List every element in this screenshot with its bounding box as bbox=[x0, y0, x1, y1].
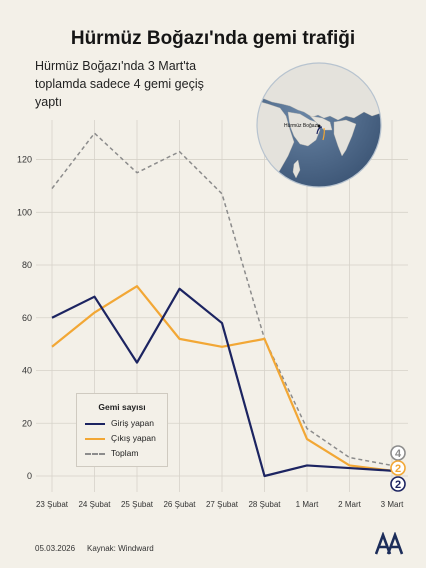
land-europe-asia bbox=[257, 63, 381, 121]
x-axis: 23 Şubat 24 Şubat 25 Şubat 26 Şubat 27 Şubat… bbox=[36, 500, 404, 509]
end-label: 4 bbox=[395, 448, 402, 460]
x-tick-label: 28 Şubat bbox=[248, 500, 281, 509]
strait-arrow-in bbox=[316, 126, 323, 135]
end-labels: 4 2 2 bbox=[390, 445, 406, 492]
map-label: Hürmüz Boğazı bbox=[284, 123, 318, 129]
legend-label-exiting: Çıkış yapan bbox=[111, 433, 156, 443]
legend-swatch-total bbox=[85, 453, 105, 455]
land-india bbox=[333, 119, 357, 157]
series-line-2 bbox=[51, 132, 393, 467]
y-tick-label: 40 bbox=[22, 366, 32, 376]
aa-logo bbox=[375, 532, 404, 555]
x-tick-label: 25 Şubat bbox=[121, 500, 154, 509]
legend-item-entering: Giriş yapan bbox=[85, 418, 167, 430]
end-label-circle bbox=[390, 445, 406, 461]
legend-item-total: Toplam bbox=[85, 448, 167, 460]
strait-arrow-out bbox=[322, 127, 325, 141]
legend-item-exiting: Çıkış yapan bbox=[85, 433, 167, 445]
x-tick-label: 2 Mart bbox=[338, 500, 361, 509]
legend-label-total: Toplam bbox=[111, 448, 139, 458]
x-tick-label: 27 Şubat bbox=[206, 500, 239, 509]
end-label: 2 bbox=[395, 479, 401, 491]
x-tick-label: 24 Şubat bbox=[78, 500, 111, 509]
legend-title: Gemi sayısı bbox=[98, 402, 146, 412]
footer-source: Kaynak: Windward bbox=[87, 544, 154, 553]
y-axis: 0 20 40 60 80 100 120 bbox=[17, 155, 32, 481]
y-tick-label: 60 bbox=[22, 313, 32, 323]
x-tick-label: 3 Mart bbox=[381, 500, 404, 509]
legend-swatch-exiting bbox=[85, 438, 105, 440]
x-tick-label: 23 Şubat bbox=[36, 500, 69, 509]
y-tick-label: 100 bbox=[17, 207, 32, 217]
legend-label-entering: Giriş yapan bbox=[111, 418, 154, 428]
y-tick-label: 80 bbox=[22, 260, 32, 270]
end-label-circle bbox=[390, 476, 406, 492]
land-madagascar bbox=[292, 159, 301, 179]
strait-marker bbox=[317, 124, 321, 128]
end-label-circle bbox=[390, 460, 406, 476]
end-label: 2 bbox=[395, 463, 401, 475]
legend-swatch-entering bbox=[85, 423, 105, 425]
y-tick-label: 20 bbox=[22, 418, 32, 428]
globe-map: Hürmüz Boğazı bbox=[256, 62, 382, 188]
y-tick-label: 0 bbox=[27, 471, 32, 481]
chart-legend: Gemi sayısı Giriş yapan Çıkış yapan Topl… bbox=[76, 393, 168, 467]
x-tick-label: 1 Mart bbox=[296, 500, 319, 509]
footer-date: 05.03.2026 bbox=[35, 544, 76, 553]
y-tick-label: 120 bbox=[17, 155, 32, 165]
land-iran bbox=[309, 115, 333, 131]
chart-subtitle: Hürmüz Boğazı'nda 3 Mart'ta toplamda sad… bbox=[35, 59, 204, 109]
land-arabia bbox=[287, 111, 321, 147]
chart-title: Hürmüz Boğazı'nda gemi trafiği bbox=[70, 28, 356, 49]
x-tick-label: 26 Şubat bbox=[163, 500, 196, 509]
